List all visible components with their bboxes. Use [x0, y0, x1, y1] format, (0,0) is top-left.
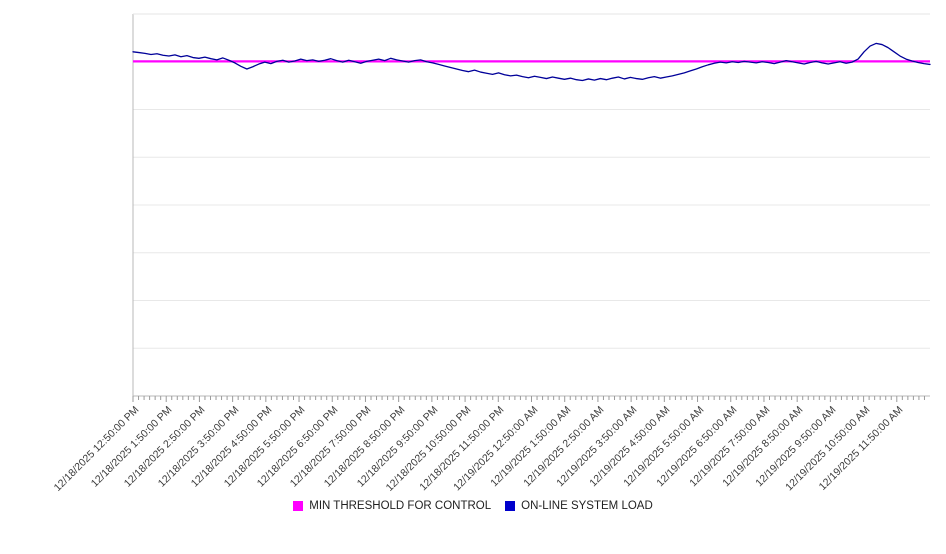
- chart-plot-area: [132, 13, 931, 402]
- legend-item-min-threshold[interactable]: MIN THRESHOLD FOR CONTROL: [293, 500, 491, 512]
- line-chart: 12/18/2025 12:50:00 PM 12/18/2025 1:50:00…: [0, 13, 946, 516]
- x-axis-ticks: [132, 396, 925, 402]
- chart-legend: MIN THRESHOLD FOR CONTROL ON-LINE SYSTEM…: [0, 496, 946, 516]
- legend-swatch-magenta: [293, 501, 304, 511]
- legend-label-system-load: ON-LINE SYSTEM LOAD: [521, 500, 653, 512]
- legend-swatch-blue: [505, 501, 516, 511]
- online-system-load-line: [132, 42, 931, 82]
- legend-item-system-load[interactable]: ON-LINE SYSTEM LOAD: [505, 500, 653, 512]
- legend-label-min-threshold: MIN THRESHOLD FOR CONTROL: [309, 500, 492, 512]
